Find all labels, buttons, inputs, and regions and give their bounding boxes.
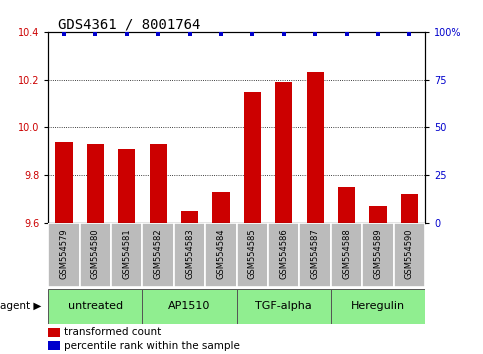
Text: GSM554584: GSM554584 (216, 228, 226, 279)
Text: GDS4361 / 8001764: GDS4361 / 8001764 (58, 18, 200, 32)
Text: untreated: untreated (68, 301, 123, 311)
Bar (331, 223, 362, 287)
Bar (118, 149, 135, 223)
Text: GSM554585: GSM554585 (248, 228, 257, 279)
Bar (275, 82, 292, 223)
Bar (142, 223, 174, 287)
Text: GSM554581: GSM554581 (122, 228, 131, 279)
Bar (48, 289, 142, 324)
Bar (87, 144, 104, 223)
Text: AP1510: AP1510 (169, 301, 211, 311)
Bar (237, 289, 331, 324)
Bar (213, 192, 229, 223)
Bar (56, 142, 72, 223)
Bar (394, 223, 425, 287)
Bar (244, 92, 261, 223)
Text: GSM554582: GSM554582 (154, 228, 163, 279)
Bar (307, 73, 324, 223)
Bar (48, 223, 80, 287)
Text: GSM554588: GSM554588 (342, 228, 351, 279)
Text: TGF-alpha: TGF-alpha (256, 301, 312, 311)
Text: percentile rank within the sample: percentile rank within the sample (64, 341, 240, 350)
Bar (80, 223, 111, 287)
Bar (150, 144, 167, 223)
Text: agent ▶: agent ▶ (0, 301, 42, 311)
Text: GSM554590: GSM554590 (405, 228, 414, 279)
Bar (331, 289, 425, 324)
Bar (111, 223, 142, 287)
Bar (362, 223, 394, 287)
Text: Heregulin: Heregulin (351, 301, 405, 311)
Bar (268, 223, 299, 287)
Bar (338, 187, 355, 223)
Bar (142, 289, 237, 324)
Bar (48, 328, 59, 337)
Text: GSM554587: GSM554587 (311, 228, 320, 279)
Bar (237, 223, 268, 287)
Text: GSM554586: GSM554586 (279, 228, 288, 279)
Bar (174, 223, 205, 287)
Bar (205, 223, 237, 287)
Text: GSM554580: GSM554580 (91, 228, 100, 279)
Bar (181, 211, 198, 223)
Bar (299, 223, 331, 287)
Text: GSM554589: GSM554589 (373, 228, 383, 279)
Bar (48, 341, 59, 350)
Bar (401, 194, 418, 223)
Text: GSM554583: GSM554583 (185, 228, 194, 279)
Text: GSM554579: GSM554579 (59, 228, 69, 279)
Bar (369, 206, 386, 223)
Text: transformed count: transformed count (64, 327, 161, 337)
